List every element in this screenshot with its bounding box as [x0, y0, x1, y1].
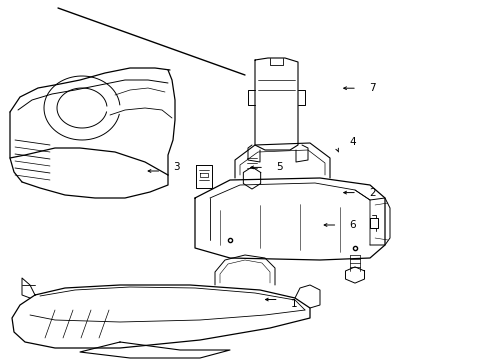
Text: 1: 1	[290, 299, 297, 309]
Text: 4: 4	[349, 137, 356, 147]
Text: 3: 3	[173, 162, 180, 172]
Text: 2: 2	[368, 188, 375, 198]
Text: 5: 5	[276, 162, 283, 172]
Text: 6: 6	[349, 220, 356, 230]
Text: 7: 7	[368, 83, 375, 93]
